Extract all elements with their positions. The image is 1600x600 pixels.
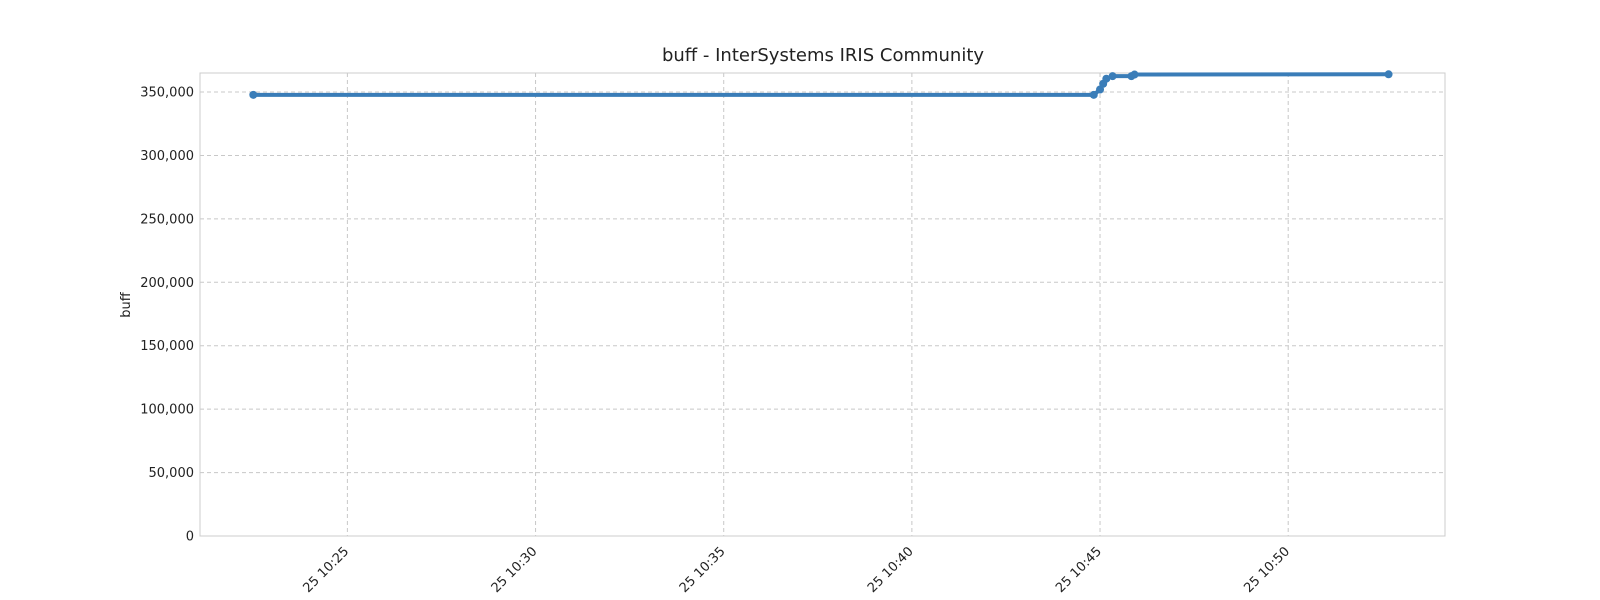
data-point	[1089, 90, 1098, 99]
chart-title: buff - InterSystems IRIS Community	[661, 45, 985, 66]
y-tick-label: 150,000	[140, 339, 194, 354]
y-tick-label: 100,000	[140, 403, 194, 418]
y-tick-label: 250,000	[140, 212, 194, 227]
series-group	[249, 70, 1393, 99]
grid-lines	[200, 73, 1445, 536]
plot-frame	[199, 72, 1446, 537]
y-tick-label: 0	[186, 530, 194, 545]
y-axis: 0 50,000 100,000 150,000 200,000 250,000 300,0…	[140, 86, 194, 545]
plot-area	[200, 73, 1445, 536]
data-point	[1102, 74, 1111, 83]
data-point	[249, 90, 258, 99]
data-point	[1108, 72, 1117, 81]
x-tick-label: 25 10:35	[677, 544, 729, 596]
y-tick-label: 50,000	[149, 466, 195, 481]
y-tick-label: 350,000	[140, 86, 194, 101]
y-tick-label: 200,000	[140, 276, 194, 291]
x-tick-label: 25 10:45	[1053, 544, 1105, 596]
x-tick-label: 25 10:40	[865, 544, 917, 596]
x-tick-label: 25 10:50	[1241, 544, 1293, 596]
data-point	[1384, 70, 1393, 79]
x-axis: 25 10:25 25 10:30 25 10:35 25 10:40 25 10:45…	[301, 544, 1294, 596]
x-tick-label: 25 10:25	[301, 544, 353, 596]
data-point	[1130, 70, 1139, 79]
y-axis-label: buff	[119, 291, 134, 317]
y-tick-label: 300,000	[140, 149, 194, 164]
x-tick-label: 25 10:30	[489, 544, 541, 596]
